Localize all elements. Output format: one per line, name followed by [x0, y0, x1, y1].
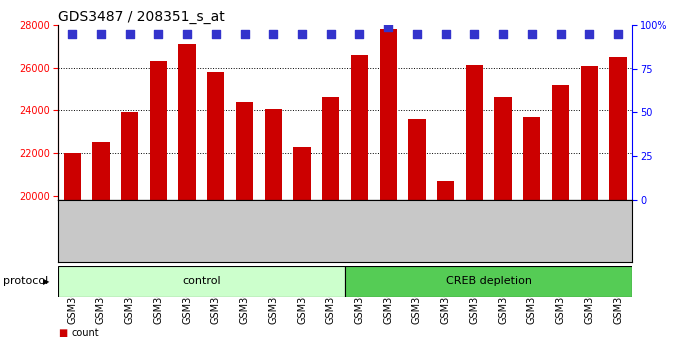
Bar	[293, 147, 311, 354]
Point	[498, 31, 509, 36]
Point	[239, 31, 250, 36]
Bar	[552, 85, 569, 354]
Text: control: control	[182, 276, 221, 286]
Bar	[322, 97, 339, 354]
Bar	[236, 102, 253, 354]
Text: GDS3487 / 208351_s_at: GDS3487 / 208351_s_at	[58, 10, 224, 24]
Text: ▶: ▶	[43, 277, 50, 286]
Text: CREB depletion: CREB depletion	[446, 276, 532, 286]
Bar	[345, 266, 632, 297]
Bar	[408, 119, 426, 354]
Bar	[207, 72, 224, 354]
Point	[95, 31, 106, 36]
Point	[124, 31, 135, 36]
Bar	[494, 97, 512, 354]
Bar	[63, 153, 81, 354]
Point	[182, 31, 192, 36]
Bar	[92, 142, 109, 354]
Point	[411, 31, 422, 36]
Point	[469, 31, 480, 36]
Point	[325, 31, 336, 36]
Point	[555, 31, 566, 36]
Bar	[523, 117, 541, 354]
Point	[296, 31, 307, 36]
Point	[584, 31, 595, 36]
Point	[613, 31, 624, 36]
Bar	[265, 109, 282, 354]
Bar	[351, 55, 368, 354]
Point	[440, 31, 451, 36]
Point	[354, 31, 365, 36]
Text: protocol: protocol	[3, 276, 49, 286]
Bar	[581, 67, 598, 354]
Bar	[121, 113, 138, 354]
Bar	[379, 29, 397, 354]
Bar	[178, 44, 196, 354]
Point	[268, 31, 279, 36]
Text: count: count	[71, 328, 99, 338]
Point	[153, 31, 164, 36]
Point	[67, 31, 78, 36]
Point	[210, 31, 221, 36]
Bar	[609, 57, 627, 354]
Bar	[466, 65, 483, 354]
Point	[383, 24, 394, 29]
Bar	[437, 181, 454, 354]
Bar	[58, 266, 345, 297]
Text: ■: ■	[58, 328, 67, 338]
Bar	[150, 61, 167, 354]
Point	[526, 31, 537, 36]
